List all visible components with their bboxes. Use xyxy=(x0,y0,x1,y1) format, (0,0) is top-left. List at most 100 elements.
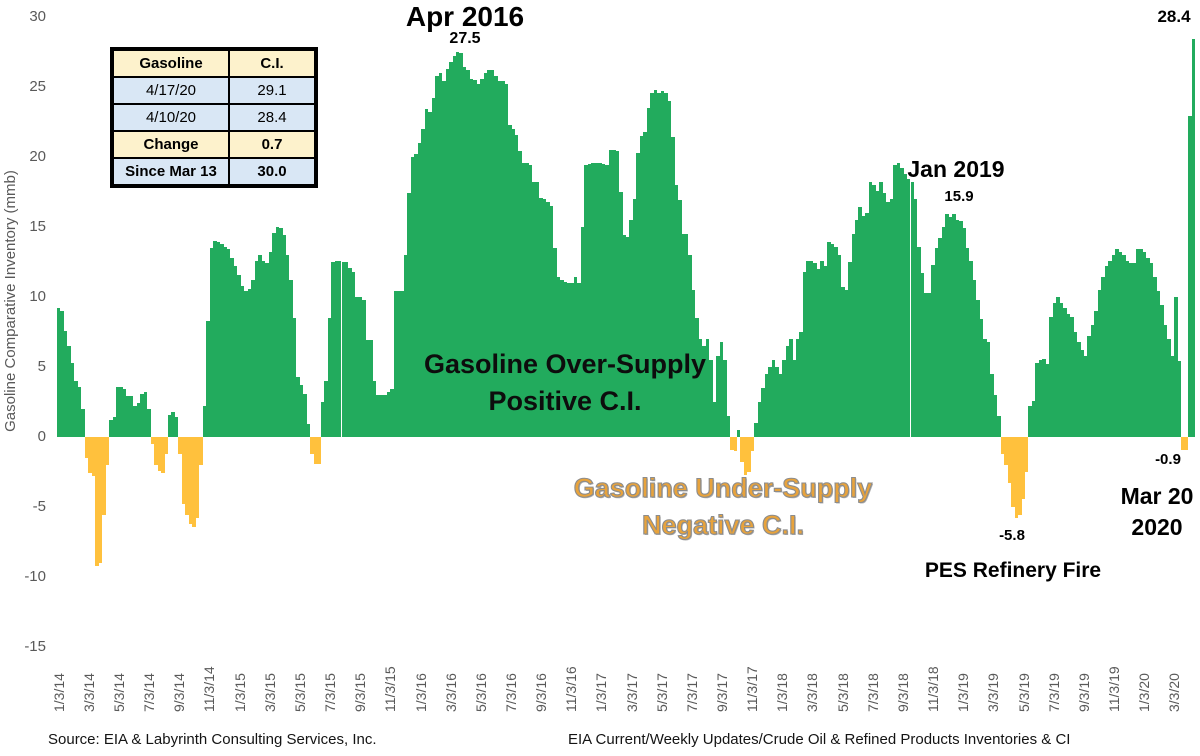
annotation-apr-2016-value: 27.5 xyxy=(449,30,481,47)
bar-positive xyxy=(1160,305,1164,437)
bar-positive xyxy=(227,249,231,437)
bar-positive xyxy=(594,162,599,437)
x-tick-label: 7/3/19 xyxy=(1045,673,1062,712)
bar-positive xyxy=(1049,316,1053,437)
bar-positive xyxy=(913,199,918,437)
bar-positive xyxy=(580,227,585,437)
bar-positive xyxy=(834,246,838,437)
bar-positive xyxy=(393,291,397,437)
bar-positive xyxy=(1146,257,1150,437)
annotation-latest-value: 28.4 xyxy=(1157,7,1191,26)
bar-positive xyxy=(889,199,894,437)
bar-positive xyxy=(327,318,332,437)
bar-positive xyxy=(959,221,963,437)
bar-positive xyxy=(619,192,623,437)
bar-positive xyxy=(351,271,356,437)
bar-positive xyxy=(684,234,689,437)
bar-positive xyxy=(358,297,363,437)
annotation-over-supply-line1: Gasoline Over-Supply xyxy=(423,349,707,379)
bar-positive xyxy=(268,252,273,437)
bar-positive xyxy=(275,227,280,437)
bar-positive xyxy=(549,206,554,437)
bar-negative xyxy=(95,437,99,566)
bar-positive xyxy=(785,346,790,437)
x-tick-label: 3/3/15 xyxy=(261,673,278,712)
bar-positive xyxy=(837,255,842,437)
annotation-under-supply: Gasoline Under-Supply Negative C.I. xyxy=(540,470,906,544)
x-tick-label: 1/3/14 xyxy=(50,673,67,712)
bar-positive xyxy=(761,388,765,437)
bar-positive xyxy=(938,238,942,437)
annotation-jan-2019-title: Jan 2019 xyxy=(907,156,1005,182)
bar-positive xyxy=(147,409,151,437)
bar-negative xyxy=(199,437,203,465)
bar-positive xyxy=(115,386,120,437)
bar-positive xyxy=(1174,297,1178,437)
bar-positive xyxy=(868,182,873,437)
bar-positive xyxy=(119,386,123,437)
y-tick-label: 30 xyxy=(29,8,46,25)
bar-positive xyxy=(636,152,640,437)
bar-positive xyxy=(1129,263,1133,437)
bar-positive xyxy=(802,271,807,437)
table-cell: 30.0 xyxy=(229,158,315,185)
bar-positive xyxy=(528,165,533,437)
bar-positive xyxy=(757,402,762,437)
bar-negative xyxy=(192,437,196,527)
bar-positive xyxy=(782,360,786,437)
bar-positive xyxy=(511,129,515,437)
bar-positive xyxy=(1031,400,1036,437)
bar-positive xyxy=(1066,313,1071,437)
bar-positive xyxy=(504,84,509,437)
x-tick-label: 7/3/16 xyxy=(502,673,519,712)
bar-positive xyxy=(306,424,311,437)
bar-positive xyxy=(285,255,290,437)
x-tick-label: 9/3/16 xyxy=(533,673,550,712)
stats-table: Gasoline C.I. 4/17/20 29.1 4/10/20 28.4 Change… xyxy=(110,47,318,188)
y-tick-label: 10 xyxy=(29,288,46,305)
bar-positive xyxy=(445,68,450,437)
bar-positive xyxy=(514,134,519,437)
table-cell: Change xyxy=(113,131,229,158)
bar-positive xyxy=(851,234,855,437)
bar-positive xyxy=(573,277,578,437)
bar-positive xyxy=(386,392,391,437)
bar-positive xyxy=(841,287,845,437)
bar-positive xyxy=(143,392,148,437)
bar-positive xyxy=(63,330,68,437)
bar-positive xyxy=(213,241,217,437)
x-tick-label: 9/3/19 xyxy=(1075,673,1092,712)
bar-positive xyxy=(490,70,495,437)
bar-positive xyxy=(615,151,620,437)
bar-positive xyxy=(605,165,609,437)
bar-positive xyxy=(969,260,973,437)
bar-positive xyxy=(455,52,460,437)
bar-positive xyxy=(1077,341,1081,437)
bar-negative xyxy=(185,437,189,516)
y-tick-label: -5 xyxy=(32,498,46,515)
bar-positive xyxy=(1170,355,1175,437)
bar-negative xyxy=(91,437,96,477)
bar-positive xyxy=(254,260,259,437)
table-cell: 4/17/20 xyxy=(113,77,229,104)
bar-positive xyxy=(1059,302,1064,437)
bar-positive xyxy=(900,168,904,437)
bar-positive xyxy=(820,260,824,437)
bar-positive xyxy=(716,355,720,437)
x-tick-label: 3/3/14 xyxy=(80,673,97,712)
bar-positive xyxy=(348,267,352,437)
bar-positive xyxy=(681,234,685,437)
bar-positive xyxy=(532,182,536,437)
bar-positive xyxy=(903,173,908,437)
bar-positive xyxy=(244,291,248,437)
bar-positive xyxy=(362,299,366,437)
bar-positive xyxy=(247,288,252,437)
bar-positive xyxy=(279,228,283,437)
bar-positive xyxy=(331,262,335,437)
bar-positive xyxy=(1108,260,1112,437)
bar-positive xyxy=(854,220,859,437)
bar-positive xyxy=(272,232,276,437)
x-tick-label: 5/3/18 xyxy=(834,673,851,712)
bar-positive xyxy=(886,201,890,437)
bar-negative xyxy=(730,437,734,450)
